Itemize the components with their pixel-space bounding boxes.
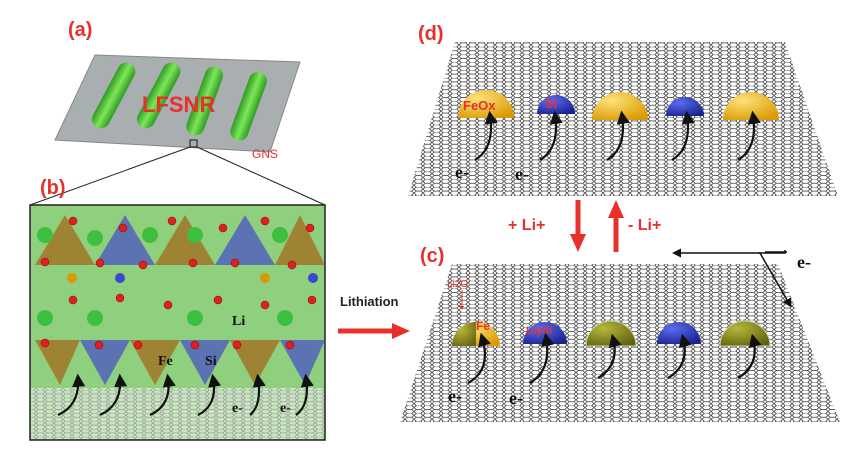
electron-label: e- — [509, 388, 523, 408]
lithiation-arrow: Lithiation — [338, 294, 410, 339]
gns-label: GNS — [252, 147, 278, 161]
li2o-label: Li2O — [447, 279, 468, 290]
zoom-line-right — [196, 146, 326, 206]
metal-atoms — [67, 273, 318, 283]
si-particle — [537, 95, 575, 114]
si-label: Si — [545, 96, 557, 111]
electron-arrows-c — [467, 332, 762, 384]
zoom-line-left — [29, 146, 191, 206]
si-label: Si — [205, 354, 217, 369]
panel-a: (a) LFSNR GNS — [29, 19, 326, 206]
external-electron-label: e- — [797, 252, 811, 272]
oxygen-atoms — [40, 216, 317, 350]
lfsnr-label: LFSNR — [142, 92, 215, 117]
nanorod — [186, 66, 223, 136]
panel-c-label: (c) — [420, 245, 444, 267]
liysi-label: LiySi — [526, 325, 552, 337]
fe-label: Fe — [158, 354, 173, 369]
nanorod — [91, 62, 136, 129]
lithium-atoms — [37, 227, 293, 326]
electron-label: e- — [232, 401, 243, 416]
lithiation-label: Lithiation — [340, 294, 399, 309]
electron-label: e- — [280, 401, 291, 416]
panel-c: (c) Li2O Fe LiySi e- e- e- — [400, 245, 840, 422]
panel-b-label: (b) — [40, 177, 66, 199]
feox-particle — [592, 92, 648, 120]
minus-li-label: - Li+ — [628, 217, 661, 234]
external-electron-arrow-out — [758, 252, 792, 308]
panel-b: (b) Li Fe — [29, 177, 326, 441]
fe-label: Fe — [476, 319, 490, 333]
electron-label: e- — [515, 164, 529, 184]
zoom-region — [189, 139, 198, 148]
panel-a-label: (a) — [68, 19, 92, 41]
electron-label: e- — [455, 162, 469, 182]
nanorod — [230, 71, 267, 141]
nanorod — [136, 62, 181, 129]
nanorods — [91, 62, 267, 141]
electron-arrows-d — [474, 110, 761, 161]
polyhedra — [35, 215, 325, 385]
li2o-shell — [452, 322, 476, 346]
panel-d-label: (d) — [418, 23, 444, 45]
feox-particle — [458, 90, 514, 118]
electron-label: e- — [448, 386, 462, 406]
panel-d: (d) FeOx Si e- e- — [408, 23, 838, 196]
li-label: Li — [232, 314, 245, 329]
li-exchange: + Li+ - Li+ — [508, 200, 661, 252]
feox-particle — [723, 92, 779, 120]
feox-label: FeOx — [463, 98, 496, 113]
plus-li-label: + Li+ — [508, 217, 545, 234]
lithiated-feox-particle — [585, 320, 637, 347]
electron-transfer-arrows — [57, 373, 314, 417]
